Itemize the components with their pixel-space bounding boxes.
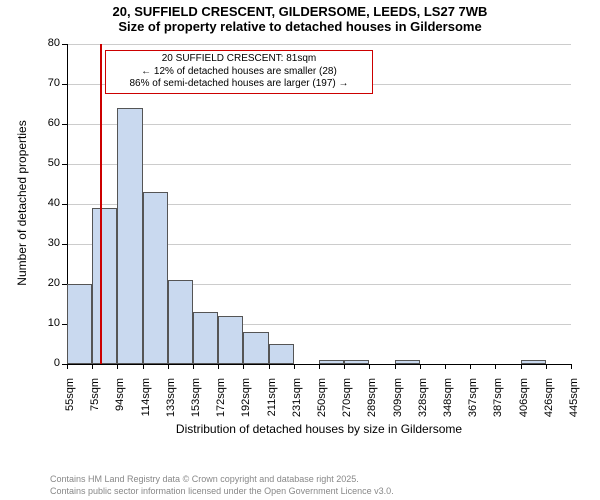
- y-tick-label: 40: [32, 197, 60, 209]
- x-tick: [571, 364, 572, 369]
- x-tick: [470, 364, 471, 369]
- x-tick: [143, 364, 144, 369]
- x-tick: [445, 364, 446, 369]
- plot-area: 0102030405060708055sqm75sqm94sqm114sqm13…: [67, 44, 571, 364]
- x-tick: [193, 364, 194, 369]
- y-tick-label: 70: [32, 77, 60, 89]
- x-tick: [395, 364, 396, 369]
- x-axis-label: Distribution of detached houses by size …: [67, 422, 571, 436]
- x-tick-label: 114sqm: [140, 378, 152, 428]
- x-tick-label: 94sqm: [114, 378, 126, 428]
- title-line-2: Size of property relative to detached ho…: [0, 19, 600, 34]
- x-tick: [269, 364, 270, 369]
- histogram-bar: [143, 192, 168, 364]
- histogram-bar: [168, 280, 193, 364]
- y-tick-label: 20: [32, 277, 60, 289]
- x-tick-label: 406sqm: [518, 378, 530, 428]
- y-tick-label: 80: [32, 37, 60, 49]
- gridline: [67, 124, 571, 125]
- histogram-bar: [117, 108, 142, 364]
- x-tick: [92, 364, 93, 369]
- x-tick-label: 289sqm: [366, 378, 378, 428]
- x-tick-label: 250sqm: [316, 378, 328, 428]
- annotation-box: 20 SUFFIELD CRESCENT: 81sqm← 12% of deta…: [105, 50, 373, 94]
- x-tick-label: 445sqm: [568, 378, 580, 428]
- y-tick-label: 0: [32, 357, 60, 369]
- x-tick-label: 55sqm: [64, 378, 76, 428]
- x-tick: [218, 364, 219, 369]
- histogram-bar: [395, 360, 420, 364]
- x-tick: [117, 364, 118, 369]
- x-tick: [420, 364, 421, 369]
- histogram-bar: [67, 284, 92, 364]
- histogram-bar: [92, 208, 117, 364]
- x-tick-label: 211sqm: [266, 378, 278, 428]
- x-tick-label: 153sqm: [190, 378, 202, 428]
- y-tick-label: 50: [32, 157, 60, 169]
- y-tick-label: 60: [32, 117, 60, 129]
- x-tick: [369, 364, 370, 369]
- histogram-bar: [193, 312, 218, 364]
- gridline: [67, 44, 571, 45]
- footer-line-2: Contains public sector information licen…: [50, 486, 394, 496]
- x-tick-label: 426sqm: [543, 378, 555, 428]
- x-tick-label: 328sqm: [417, 378, 429, 428]
- x-tick-label: 348sqm: [442, 378, 454, 428]
- histogram-bar: [269, 344, 294, 364]
- y-axis-label: Number of detached properties: [15, 103, 29, 303]
- x-tick: [546, 364, 547, 369]
- histogram-bar: [344, 360, 369, 364]
- y-tick-label: 30: [32, 237, 60, 249]
- title-line-1: 20, SUFFIELD CRESCENT, GILDERSOME, LEEDS…: [0, 4, 600, 19]
- x-tick-label: 231sqm: [291, 378, 303, 428]
- chart-title: 20, SUFFIELD CRESCENT, GILDERSOME, LEEDS…: [0, 4, 600, 34]
- x-tick-label: 192sqm: [240, 378, 252, 428]
- x-tick-label: 367sqm: [467, 378, 479, 428]
- x-tick-label: 75sqm: [89, 378, 101, 428]
- x-tick-label: 387sqm: [492, 378, 504, 428]
- annotation-line-3: 86% of semi-detached houses are larger (…: [110, 78, 368, 91]
- x-tick-label: 309sqm: [392, 378, 404, 428]
- histogram-bar: [521, 360, 546, 364]
- annotation-line-2: ← 12% of detached houses are smaller (28…: [110, 66, 368, 79]
- x-tick: [294, 364, 295, 369]
- chart-container: 20, SUFFIELD CRESCENT, GILDERSOME, LEEDS…: [0, 0, 600, 500]
- histogram-bar: [319, 360, 344, 364]
- highlight-line: [100, 44, 102, 364]
- x-tick: [243, 364, 244, 369]
- gridline: [67, 164, 571, 165]
- x-tick: [168, 364, 169, 369]
- x-tick: [319, 364, 320, 369]
- x-tick: [344, 364, 345, 369]
- footer-line-1: Contains HM Land Registry data © Crown c…: [50, 474, 359, 484]
- y-tick-label: 10: [32, 317, 60, 329]
- x-tick-label: 172sqm: [215, 378, 227, 428]
- annotation-line-1: 20 SUFFIELD CRESCENT: 81sqm: [110, 53, 368, 66]
- histogram-bar: [243, 332, 268, 364]
- x-tick: [521, 364, 522, 369]
- x-tick: [67, 364, 68, 369]
- x-tick-label: 133sqm: [165, 378, 177, 428]
- histogram-bar: [218, 316, 243, 364]
- x-tick: [495, 364, 496, 369]
- x-tick-label: 270sqm: [341, 378, 353, 428]
